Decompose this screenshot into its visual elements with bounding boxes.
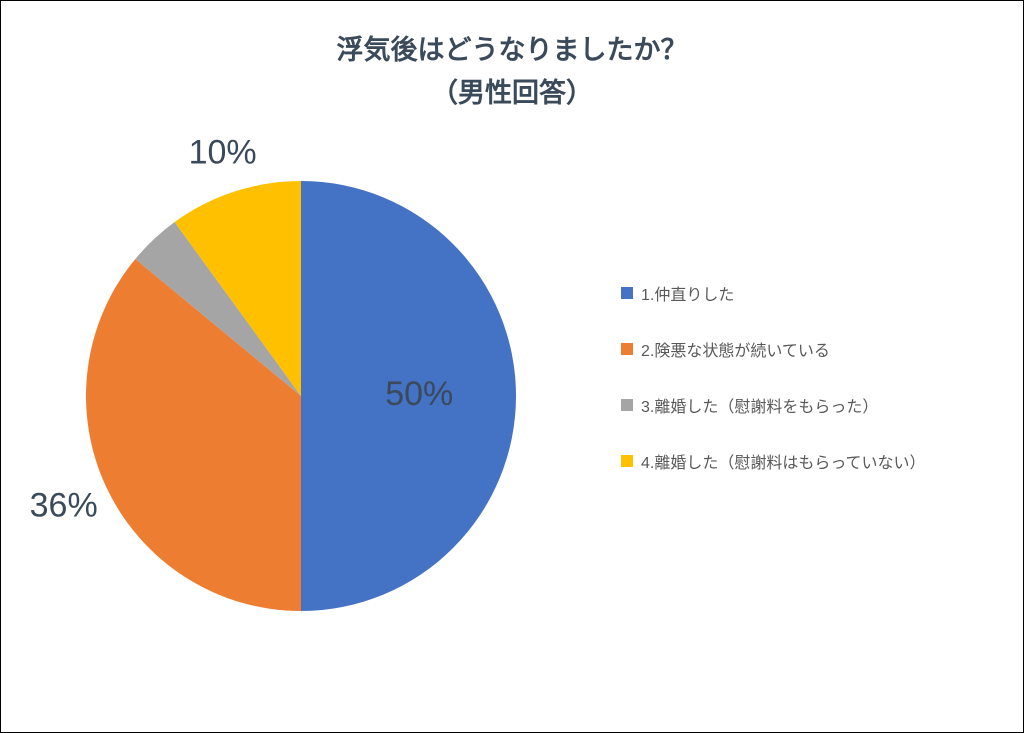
title-line-1: 浮気後はどうなりましたか？ bbox=[1, 29, 1023, 72]
legend-label-2: 2.険悪な状態が続いている bbox=[641, 337, 830, 361]
legend: 1.仲直りした 2.険悪な状態が続いている 3.離婚した（慰謝料をもらった） 4.離婚… bbox=[621, 281, 926, 473]
legend-swatch-4 bbox=[621, 455, 633, 467]
title-line-2: （男性回答） bbox=[1, 72, 1023, 115]
pie-label-4: 10% bbox=[189, 134, 257, 172]
pie-label-2: 36% bbox=[30, 487, 98, 525]
pie-svg: 50%36%10% bbox=[81, 176, 521, 616]
legend-swatch-2 bbox=[621, 343, 633, 355]
legend-item-3: 3.離婚した（慰謝料をもらった） bbox=[621, 393, 926, 417]
pie-chart: 50%36%10% bbox=[81, 176, 521, 616]
legend-label-1: 1.仲直りした bbox=[641, 281, 734, 305]
legend-item-2: 2.険悪な状態が続いている bbox=[621, 337, 926, 361]
legend-item-1: 1.仲直りした bbox=[621, 281, 926, 305]
pie-label-1: 50% bbox=[385, 375, 453, 413]
title-block: 浮気後はどうなりましたか？ （男性回答） bbox=[1, 29, 1023, 115]
legend-label-3: 3.離婚した（慰謝料をもらった） bbox=[641, 393, 878, 417]
legend-swatch-1 bbox=[621, 287, 633, 299]
chart-container: 浮気後はどうなりましたか？ （男性回答） 50%36%10% 1.仲直りした2.… bbox=[0, 0, 1024, 733]
legend-label-4: 4.離婚した（慰謝料はもらっていない） bbox=[641, 449, 926, 473]
legend-item-4: 4.離婚した（慰謝料はもらっていない） bbox=[621, 449, 926, 473]
legend-swatch-3 bbox=[621, 399, 633, 411]
